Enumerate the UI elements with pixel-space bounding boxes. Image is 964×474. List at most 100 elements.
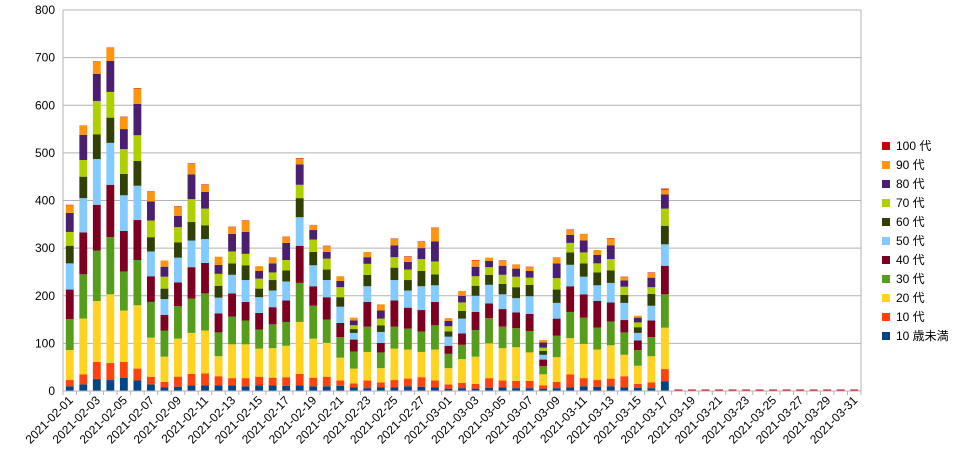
bar-segment — [660, 369, 669, 382]
bar-segment — [458, 382, 466, 389]
bar-segment — [431, 349, 439, 381]
bar-segment — [579, 317, 588, 344]
bar-segment — [593, 250, 602, 255]
bar-segment — [403, 290, 412, 308]
bar-segment — [458, 388, 466, 391]
bar-segment — [525, 313, 534, 331]
bar-segment — [214, 313, 223, 333]
bar-segment — [363, 263, 372, 275]
bar-segment — [295, 245, 304, 283]
bar-segment — [633, 327, 642, 333]
bar-segment — [606, 245, 615, 260]
bar-segment — [92, 73, 101, 101]
bar-stack — [133, 88, 142, 391]
legend-item: 60 代 — [882, 212, 949, 231]
bar-stack — [539, 340, 548, 391]
bar-segment — [309, 239, 318, 252]
bar-segment — [65, 350, 74, 381]
bar-segment — [160, 314, 169, 331]
bar-segment — [633, 332, 642, 341]
bar-segment — [796, 389, 805, 391]
bar-segment — [620, 376, 629, 388]
bar-segment — [552, 381, 561, 389]
bar-segment — [579, 294, 588, 318]
bar-segment — [539, 366, 548, 375]
bar-segment — [485, 267, 493, 275]
bar-segment — [512, 268, 521, 277]
bar-segment — [146, 276, 155, 302]
bar-segment — [214, 285, 223, 298]
bar-segment — [322, 251, 331, 259]
bar-segment — [633, 322, 642, 328]
bar-segment — [349, 317, 358, 321]
bar-segment — [715, 389, 723, 391]
bar-segment — [146, 251, 155, 277]
bar-segment — [79, 318, 88, 375]
bar-segment — [79, 160, 88, 177]
bar-segment — [363, 257, 372, 264]
bar-segment — [620, 320, 629, 333]
bar-segment — [106, 237, 115, 295]
bar-segment — [390, 245, 399, 258]
bar-stack — [620, 276, 629, 391]
bar-stack — [322, 245, 331, 391]
bar-segment — [701, 389, 710, 391]
bar-segment — [539, 388, 548, 391]
bar-segment — [579, 343, 588, 379]
bar-segment — [79, 198, 88, 233]
bar-segment — [295, 198, 304, 218]
bar-segment — [146, 220, 155, 238]
bar-segment — [336, 280, 345, 288]
bar-segment — [255, 312, 264, 330]
bar-stack — [809, 389, 818, 391]
y-axis: 0 100 200 300 400 500 600 700 800 — [35, 3, 862, 398]
gridlines — [63, 9, 861, 392]
bar-segment — [471, 383, 480, 389]
bar-segment — [471, 311, 480, 331]
legend-item: 70 代 — [882, 193, 949, 212]
bar-stack — [769, 389, 778, 391]
bar-segment — [201, 262, 209, 294]
bar-segment — [620, 387, 629, 391]
bar-segment — [174, 227, 182, 243]
bar-segment — [485, 260, 493, 268]
bar-segment — [647, 277, 656, 288]
bar-segment — [498, 274, 507, 284]
legend-label: 20 代 — [896, 291, 925, 305]
bar-segment — [471, 388, 480, 391]
bar-stack — [255, 266, 264, 391]
bar-segment — [593, 272, 602, 286]
bar-segment — [566, 264, 575, 287]
bar-stack — [715, 389, 723, 391]
bar-stack — [836, 389, 845, 391]
bar-segment — [403, 280, 412, 291]
bar-segment — [512, 287, 521, 299]
bar-segment — [552, 335, 561, 358]
bar-segment — [187, 240, 196, 268]
legend-swatch — [882, 274, 890, 283]
bar-segment — [552, 318, 561, 336]
bar-segment — [241, 378, 250, 387]
bar-segment — [647, 305, 656, 321]
bar-segment — [349, 383, 358, 388]
bar-segment — [485, 378, 493, 388]
bar-segment — [498, 387, 507, 391]
bar-segment — [160, 299, 169, 315]
bar-segment — [119, 129, 128, 150]
bar-segment — [133, 260, 142, 306]
bar-segment — [79, 374, 88, 385]
bar-segment — [444, 320, 453, 327]
bar-segment — [241, 231, 250, 254]
bar-segment — [552, 302, 561, 319]
bar-stack — [552, 257, 561, 391]
bar-segment — [322, 297, 331, 320]
bar-segment — [65, 263, 74, 290]
bar-segment — [471, 260, 480, 267]
bar-segment — [336, 297, 345, 307]
bar-stack — [701, 389, 710, 391]
bar-segment — [363, 351, 372, 381]
bar-segment — [525, 284, 534, 297]
bar-segment — [566, 286, 575, 312]
bar-segment — [485, 303, 493, 319]
bar-segment — [282, 321, 291, 346]
